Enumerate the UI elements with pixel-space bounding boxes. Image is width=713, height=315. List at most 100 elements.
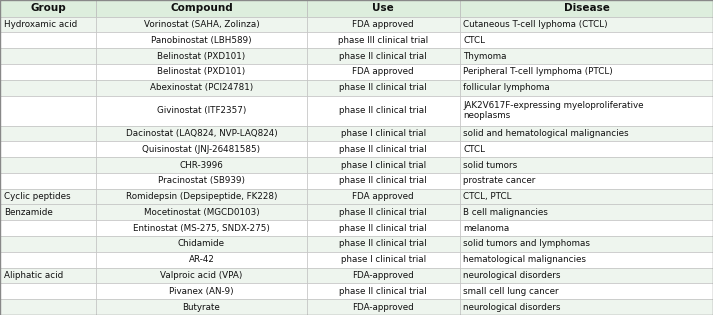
Text: Thymoma: Thymoma [463, 52, 507, 60]
Text: Dacinostat (LAQ824, NVP-LAQ824): Dacinostat (LAQ824, NVP-LAQ824) [125, 129, 277, 138]
Bar [460, 204, 713, 220]
Text: phase II clinical trial: phase II clinical trial [339, 287, 427, 296]
Bar [96, 125, 307, 141]
Text: CTCL: CTCL [463, 145, 486, 154]
Bar [460, 220, 713, 236]
Text: Cutaneous T-cell lyphoma (CTCL): Cutaneous T-cell lyphoma (CTCL) [463, 20, 608, 29]
Bar [307, 173, 460, 189]
Text: phase II clinical trial: phase II clinical trial [339, 176, 427, 185]
Text: Quisinostat (JNJ-26481585): Quisinostat (JNJ-26481585) [143, 145, 260, 154]
Text: Abexinostat (PCI24781): Abexinostat (PCI24781) [150, 83, 253, 92]
Bar [96, 252, 307, 268]
Bar [460, 189, 713, 204]
Bar [460, 64, 713, 80]
Bar [307, 32, 460, 48]
Bar [307, 125, 460, 141]
Text: Belinostat (PXD101): Belinostat (PXD101) [158, 67, 245, 76]
Bar [307, 95, 460, 125]
Text: Pivanex (AN-9): Pivanex (AN-9) [169, 287, 234, 296]
Bar [460, 32, 713, 48]
Bar [307, 141, 460, 157]
Text: follicular lymphoma: follicular lymphoma [463, 83, 550, 92]
Bar [460, 80, 713, 95]
Text: Benzamide: Benzamide [4, 208, 53, 217]
Bar [96, 80, 307, 95]
Text: prostrate cancer: prostrate cancer [463, 176, 536, 185]
Text: FDA-approved: FDA-approved [352, 271, 414, 280]
Text: melanoma: melanoma [463, 224, 510, 233]
Bar [307, 284, 460, 299]
Bar [0, 204, 96, 220]
Text: Valproic acid (VPA): Valproic acid (VPA) [160, 271, 242, 280]
Text: phase I clinical trial: phase I clinical trial [341, 129, 426, 138]
Bar [0, 252, 96, 268]
Bar [96, 17, 307, 32]
Text: phase II clinical trial: phase II clinical trial [339, 145, 427, 154]
Bar [460, 173, 713, 189]
Bar [0, 17, 96, 32]
Bar [0, 32, 96, 48]
Text: B cell malignancies: B cell malignancies [463, 208, 548, 217]
Text: FDA approved: FDA approved [352, 20, 414, 29]
Bar [96, 189, 307, 204]
Bar [96, 299, 307, 315]
Bar [307, 220, 460, 236]
Bar [460, 48, 713, 64]
Text: CTCL, PTCL: CTCL, PTCL [463, 192, 512, 201]
Bar [460, 0, 713, 17]
Text: phase II clinical trial: phase II clinical trial [339, 208, 427, 217]
Text: Pracinostat (SB939): Pracinostat (SB939) [158, 176, 245, 185]
Bar [96, 268, 307, 284]
Text: neurological disorders: neurological disorders [463, 271, 561, 280]
Bar [0, 157, 96, 173]
Bar [307, 48, 460, 64]
Text: AR-42: AR-42 [188, 255, 215, 264]
Text: phase II clinical trial: phase II clinical trial [339, 224, 427, 233]
Text: phase I clinical trial: phase I clinical trial [341, 161, 426, 169]
Bar [0, 95, 96, 125]
Text: Hydroxamic acid: Hydroxamic acid [4, 20, 78, 29]
Text: Panobinostat (LBH589): Panobinostat (LBH589) [151, 36, 252, 45]
Bar [96, 236, 307, 252]
Text: Chidamide: Chidamide [178, 239, 225, 249]
Bar [460, 284, 713, 299]
Text: JAK2V617F-expressing myeloproliferative
neoplasms: JAK2V617F-expressing myeloproliferative … [463, 101, 644, 120]
Text: solid tumors: solid tumors [463, 161, 518, 169]
Text: phase I clinical trial: phase I clinical trial [341, 255, 426, 264]
Bar [0, 0, 96, 17]
Bar [307, 236, 460, 252]
Text: Entinostat (MS-275, SNDX-275): Entinostat (MS-275, SNDX-275) [133, 224, 270, 233]
Bar [96, 95, 307, 125]
Text: neurological disorders: neurological disorders [463, 303, 561, 312]
Bar [0, 299, 96, 315]
Bar [96, 141, 307, 157]
Bar [96, 157, 307, 173]
Text: Romidepsin (Depsipeptide, FK228): Romidepsin (Depsipeptide, FK228) [125, 192, 277, 201]
Text: FDA-approved: FDA-approved [352, 303, 414, 312]
Bar [0, 173, 96, 189]
Text: phase II clinical trial: phase II clinical trial [339, 239, 427, 249]
Bar [0, 268, 96, 284]
Bar [460, 95, 713, 125]
Text: FDA approved: FDA approved [352, 192, 414, 201]
Bar [307, 299, 460, 315]
Bar [307, 157, 460, 173]
Bar [460, 252, 713, 268]
Text: phase II clinical trial: phase II clinical trial [339, 83, 427, 92]
Bar [96, 48, 307, 64]
Bar [96, 64, 307, 80]
Text: phase II clinical trial: phase II clinical trial [339, 52, 427, 60]
Bar [460, 141, 713, 157]
Text: Butyrate: Butyrate [183, 303, 220, 312]
Text: Mocetinostat (MGCD0103): Mocetinostat (MGCD0103) [143, 208, 260, 217]
Bar [0, 220, 96, 236]
Text: Givinostat (ITF2357): Givinostat (ITF2357) [157, 106, 246, 115]
Bar [307, 268, 460, 284]
Text: solid tumors and lymphomas: solid tumors and lymphomas [463, 239, 590, 249]
Text: Cyclic peptides: Cyclic peptides [4, 192, 71, 201]
Text: Aliphatic acid: Aliphatic acid [4, 271, 63, 280]
Bar [0, 64, 96, 80]
Bar [460, 268, 713, 284]
Text: Use: Use [372, 3, 394, 13]
Bar [96, 204, 307, 220]
